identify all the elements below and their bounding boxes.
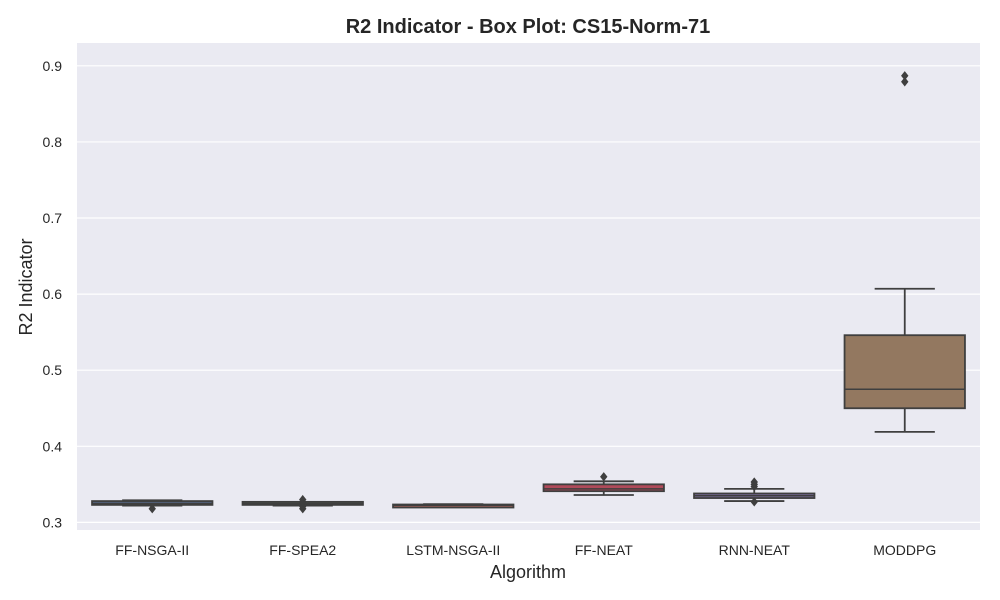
y-tick-label: 0.3 [43, 514, 63, 530]
y-tick-label: 0.6 [43, 286, 63, 302]
plot-area-background [77, 43, 980, 530]
outlier-point [901, 77, 909, 87]
outlier-point [299, 494, 307, 505]
outlier-point [600, 472, 608, 482]
outlier-point [901, 71, 909, 81]
gridlines [77, 65, 980, 523]
x-tick-labels: FF-NSGA-II FF-SPEA2 LSTM-NSGA-II FF-NEAT RNN… [115, 542, 936, 558]
x-tick-label: FF-NSGA-II [115, 542, 189, 558]
y-tick-label: 0.5 [43, 362, 63, 378]
y-axis-label: R2 Indicator [16, 238, 36, 335]
box-lstm-nsga-ii [392, 503, 515, 509]
y-tick-labels: 0.3 0.4 0.5 0.6 0.7 0.8 0.9 [43, 58, 63, 531]
box-moddpg [843, 71, 966, 433]
y-tick-label: 0.9 [43, 58, 63, 74]
boxes-group [91, 71, 966, 514]
outlier-point [148, 504, 156, 514]
box-rnn-neat [693, 477, 816, 507]
x-tick-label: FF-SPEA2 [269, 542, 336, 558]
y-tick-label: 0.4 [43, 438, 63, 454]
iqr-box [843, 334, 966, 410]
outlier-point [750, 497, 758, 507]
x-axis-label: Algorithm [490, 562, 566, 582]
box-ff-spea2 [241, 494, 364, 514]
chart-title: R2 Indicator - Box Plot: CS15-Norm-71 [346, 16, 711, 38]
box-ff-nsga-ii [91, 499, 214, 514]
x-tick-label: MODDPG [873, 542, 936, 558]
iqr-box [542, 483, 665, 493]
box-ff-neat [542, 472, 665, 496]
outlier-point [750, 477, 758, 487]
x-tick-label: RNN-NEAT [719, 542, 791, 558]
y-tick-label: 0.8 [43, 134, 63, 150]
x-tick-label: LSTM-NSGA-II [406, 542, 500, 558]
x-tick-label: FF-NEAT [575, 542, 634, 558]
y-tick-label: 0.7 [43, 210, 63, 226]
